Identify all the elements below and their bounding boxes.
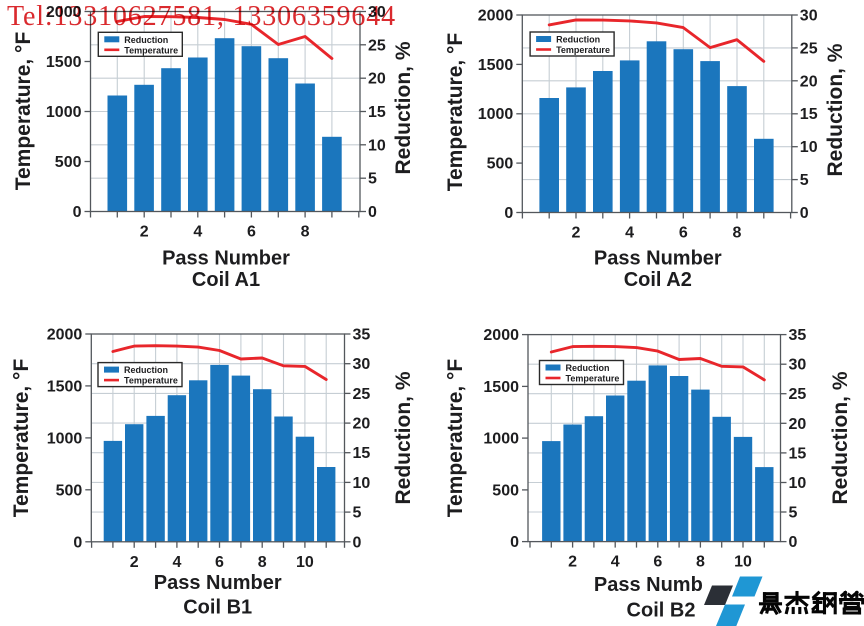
svg-text:0: 0 (368, 204, 377, 221)
svg-text:Temperature, °F: Temperature, °F (12, 32, 35, 191)
svg-text:2: 2 (130, 554, 139, 571)
svg-text:20: 20 (789, 416, 807, 433)
svg-text:0: 0 (789, 534, 798, 551)
svg-text:6: 6 (247, 224, 256, 241)
svg-text:0: 0 (73, 204, 82, 221)
svg-text:1500: 1500 (47, 378, 83, 395)
svg-text:Coil B1: Coil B1 (183, 597, 252, 619)
svg-text:20: 20 (800, 73, 818, 90)
svg-text:Reduction: Reduction (124, 365, 168, 375)
svg-text:1500: 1500 (483, 379, 519, 396)
svg-text:6: 6 (215, 554, 224, 571)
svg-text:Pass Number: Pass Number (154, 572, 282, 594)
svg-text:30: 30 (368, 4, 386, 21)
svg-text:10: 10 (296, 554, 314, 571)
svg-text:15: 15 (353, 445, 371, 462)
svg-text:Temperature, °F: Temperature, °F (10, 359, 33, 518)
svg-text:6: 6 (679, 225, 688, 242)
svg-text:1000: 1000 (483, 431, 519, 448)
svg-text:5: 5 (789, 505, 798, 522)
svg-text:1500: 1500 (46, 54, 82, 71)
svg-text:Pass Number: Pass Number (162, 248, 290, 270)
svg-text:20: 20 (353, 416, 371, 433)
svg-text:Reduction, %: Reduction, % (392, 371, 415, 504)
svg-text:10: 10 (789, 475, 807, 492)
svg-text:500: 500 (55, 154, 82, 171)
svg-text:25: 25 (800, 40, 818, 57)
svg-text:10: 10 (368, 137, 386, 154)
svg-text:1000: 1000 (47, 430, 83, 447)
svg-text:1000: 1000 (478, 106, 514, 123)
svg-text:1500: 1500 (478, 57, 514, 74)
svg-text:0: 0 (504, 205, 513, 222)
svg-text:30: 30 (800, 8, 818, 25)
svg-text:Temperature: Temperature (566, 374, 620, 384)
svg-text:2: 2 (140, 224, 149, 241)
svg-text:Reduction: Reduction (556, 35, 600, 45)
svg-text:4: 4 (193, 224, 202, 241)
svg-text:0: 0 (353, 534, 362, 551)
svg-text:15: 15 (368, 104, 386, 121)
svg-text:15: 15 (800, 106, 818, 123)
svg-text:2: 2 (568, 554, 577, 571)
svg-text:1000: 1000 (46, 104, 82, 121)
svg-text:25: 25 (789, 386, 807, 403)
svg-text:25: 25 (353, 386, 371, 403)
svg-text:4: 4 (172, 554, 181, 571)
svg-text:30: 30 (353, 356, 371, 373)
svg-text:Reduction, %: Reduction, % (824, 43, 847, 176)
svg-text:Temperature: Temperature (124, 45, 178, 55)
svg-text:4: 4 (611, 554, 620, 571)
svg-text:Reduction, %: Reduction, % (392, 41, 415, 174)
svg-text:5: 5 (353, 505, 362, 522)
svg-text:15: 15 (789, 445, 807, 462)
svg-text:Temperature: Temperature (556, 45, 610, 55)
svg-text:2000: 2000 (483, 327, 519, 344)
svg-text:8: 8 (696, 554, 705, 571)
svg-text:Coil A1: Coil A1 (192, 269, 260, 291)
svg-text:8: 8 (733, 225, 742, 242)
svg-text:10: 10 (353, 475, 371, 492)
svg-text:Reduction: Reduction (124, 35, 168, 45)
svg-text:30: 30 (789, 357, 807, 374)
svg-text:20: 20 (368, 71, 386, 88)
svg-text:Temperature, °F: Temperature, °F (444, 359, 467, 518)
svg-text:2000: 2000 (478, 8, 514, 25)
svg-text:Pass Number: Pass Number (594, 248, 722, 270)
svg-text:8: 8 (258, 554, 267, 571)
svg-text:35: 35 (789, 327, 807, 344)
svg-text:0: 0 (73, 534, 82, 551)
svg-text:Coil B2: Coil B2 (627, 600, 696, 622)
svg-text:10: 10 (800, 139, 818, 156)
svg-text:25: 25 (368, 37, 386, 54)
svg-text:5: 5 (800, 172, 809, 189)
svg-text:Coil A2: Coil A2 (624, 269, 692, 291)
svg-text:Temperature, °F: Temperature, °F (444, 33, 467, 192)
svg-text:0: 0 (800, 205, 809, 222)
svg-text:2: 2 (572, 225, 581, 242)
svg-text:500: 500 (492, 482, 519, 499)
svg-text:2000: 2000 (47, 327, 83, 344)
svg-text:Temperature: Temperature (124, 376, 178, 386)
svg-text:5: 5 (368, 171, 377, 188)
svg-text:Pass Number: Pass Number (594, 574, 722, 596)
svg-text:2000: 2000 (46, 4, 82, 21)
svg-text:35: 35 (353, 327, 371, 344)
svg-text:500: 500 (487, 156, 514, 173)
svg-text:6: 6 (653, 554, 662, 571)
svg-text:Reduction: Reduction (566, 363, 610, 373)
svg-text:0: 0 (510, 534, 519, 551)
svg-text:8: 8 (301, 224, 310, 241)
svg-text:10: 10 (734, 554, 752, 571)
svg-text:500: 500 (56, 482, 83, 499)
svg-text:Reduction, %: Reduction, % (829, 371, 852, 504)
svg-text:4: 4 (625, 225, 634, 242)
